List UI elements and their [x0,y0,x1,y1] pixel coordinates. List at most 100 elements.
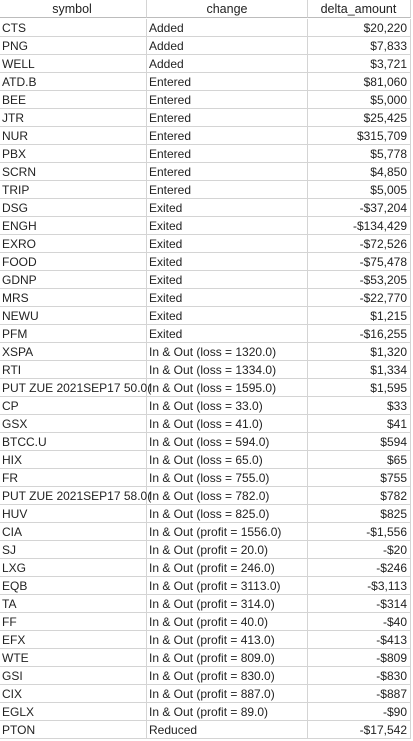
cell-symbol[interactable]: LXG [0,559,147,577]
cell-delta-amount[interactable]: $782 [308,487,411,505]
cell-change[interactable]: In & Out (profit = 3113.0) [147,577,308,595]
cell-symbol[interactable]: NEWU [0,307,147,325]
cell-delta-amount[interactable]: $25,425 [308,109,411,127]
cell-symbol[interactable]: RTI [0,361,147,379]
cell-delta-amount[interactable]: $594 [308,433,411,451]
cell-delta-amount[interactable]: $5,005 [308,181,411,199]
cell-change[interactable]: In & Out (loss = 33.0) [147,397,308,415]
cell-symbol[interactable]: GSX [0,415,147,433]
cell-change[interactable]: Exited [147,289,308,307]
cell-symbol[interactable]: DSG [0,199,147,217]
cell-delta-amount[interactable]: -$17,542 [308,721,411,739]
cell-change[interactable]: In & Out (profit = 246.0) [147,559,308,577]
cell-symbol[interactable]: WELL [0,55,147,73]
cell-delta-amount[interactable]: -$246 [308,559,411,577]
cell-symbol[interactable]: HIX [0,451,147,469]
cell-delta-amount[interactable]: -$887 [308,685,411,703]
cell-delta-amount[interactable]: $81,060 [308,73,411,91]
cell-symbol[interactable]: SJ [0,541,147,559]
cell-change[interactable]: Entered [147,145,308,163]
cell-change[interactable]: In & Out (profit = 1556.0) [147,523,308,541]
cell-change[interactable]: In & Out (profit = 413.0) [147,631,308,649]
cell-delta-amount[interactable]: $825 [308,505,411,523]
cell-change[interactable]: Added [147,55,308,73]
cell-change[interactable]: In & Out (profit = 40.0) [147,613,308,631]
cell-change[interactable]: Reduced [147,721,308,739]
cell-delta-amount[interactable]: -$72,526 [308,235,411,253]
cell-symbol[interactable]: FF [0,613,147,631]
cell-delta-amount[interactable]: $65 [308,451,411,469]
cell-change[interactable]: In & Out (profit = 89.0) [147,703,308,721]
cell-delta-amount[interactable]: -$830 [308,667,411,685]
cell-change[interactable]: Exited [147,271,308,289]
cell-delta-amount[interactable]: -$37,204 [308,199,411,217]
cell-symbol[interactable]: NUR [0,127,147,145]
cell-delta-amount[interactable]: -$20 [308,541,411,559]
cell-symbol[interactable]: EQB [0,577,147,595]
cell-change[interactable]: Entered [147,181,308,199]
cell-change[interactable]: Entered [147,109,308,127]
cell-change[interactable]: In & Out (loss = 1595.0) [147,379,308,397]
cell-delta-amount[interactable]: -$314 [308,595,411,613]
cell-change[interactable]: In & Out (loss = 782.0) [147,487,308,505]
cell-delta-amount[interactable]: $3,721 [308,55,411,73]
cell-change[interactable]: Entered [147,91,308,109]
cell-delta-amount[interactable]: $1,334 [308,361,411,379]
cell-change[interactable]: Exited [147,217,308,235]
cell-delta-amount[interactable]: -$1,556 [308,523,411,541]
cell-symbol[interactable]: PFM [0,325,147,343]
cell-symbol[interactable]: ENGH [0,217,147,235]
cell-symbol[interactable]: BTCC.U [0,433,147,451]
header-delta-amount[interactable]: delta_amount [308,0,411,18]
cell-change[interactable]: Added [147,19,308,37]
cell-symbol[interactable]: EGLX [0,703,147,721]
cell-delta-amount[interactable]: $33 [308,397,411,415]
cell-symbol[interactable]: CP [0,397,147,415]
cell-symbol[interactable]: FOOD [0,253,147,271]
cell-change[interactable]: Exited [147,307,308,325]
cell-delta-amount[interactable]: -$413 [308,631,411,649]
cell-change[interactable]: Added [147,37,308,55]
cell-symbol[interactable]: FR [0,469,147,487]
cell-symbol[interactable]: PUT ZUE 2021SEP17 50.0( [0,379,152,397]
cell-symbol[interactable]: BEE [0,91,147,109]
cell-symbol[interactable]: EXRO [0,235,147,253]
cell-change[interactable]: Exited [147,235,308,253]
cell-symbol[interactable]: PNG [0,37,147,55]
cell-symbol[interactable]: GSI [0,667,147,685]
cell-delta-amount[interactable]: -$90 [308,703,411,721]
cell-symbol[interactable]: WTE [0,649,147,667]
cell-delta-amount[interactable]: $1,215 [308,307,411,325]
cell-change[interactable]: In & Out (loss = 65.0) [147,451,308,469]
cell-symbol[interactable]: TRIP [0,181,147,199]
cell-change[interactable]: In & Out (profit = 314.0) [147,595,308,613]
cell-delta-amount[interactable]: -$75,478 [308,253,411,271]
cell-delta-amount[interactable]: -$809 [308,649,411,667]
cell-change[interactable]: Exited [147,253,308,271]
cell-change[interactable]: In & Out (loss = 755.0) [147,469,308,487]
cell-symbol[interactable]: XSPA [0,343,147,361]
cell-change[interactable]: In & Out (loss = 1334.0) [147,361,308,379]
cell-symbol[interactable]: GDNP [0,271,147,289]
cell-delta-amount[interactable]: -$40 [308,613,411,631]
header-symbol[interactable]: symbol [0,0,147,18]
cell-change[interactable]: In & Out (loss = 1320.0) [147,343,308,361]
cell-symbol[interactable]: CTS [0,19,147,37]
cell-symbol[interactable]: SCRN [0,163,147,181]
cell-change[interactable]: In & Out (profit = 830.0) [147,667,308,685]
cell-delta-amount[interactable]: $20,220 [308,19,411,37]
cell-delta-amount[interactable]: -$134,429 [308,217,411,235]
cell-delta-amount[interactable]: $755 [308,469,411,487]
cell-delta-amount[interactable]: $5,000 [308,91,411,109]
cell-symbol[interactable]: EFX [0,631,147,649]
cell-symbol[interactable]: JTR [0,109,147,127]
cell-delta-amount[interactable]: $7,833 [308,37,411,55]
cell-delta-amount[interactable]: $1,595 [308,379,411,397]
cell-delta-amount[interactable]: -$16,255 [308,325,411,343]
cell-symbol[interactable]: CIX [0,685,147,703]
cell-delta-amount[interactable]: $4,850 [308,163,411,181]
cell-delta-amount[interactable]: $41 [308,415,411,433]
cell-delta-amount[interactable]: $315,709 [308,127,411,145]
cell-change[interactable]: Exited [147,325,308,343]
cell-change[interactable]: In & Out (loss = 825.0) [147,505,308,523]
